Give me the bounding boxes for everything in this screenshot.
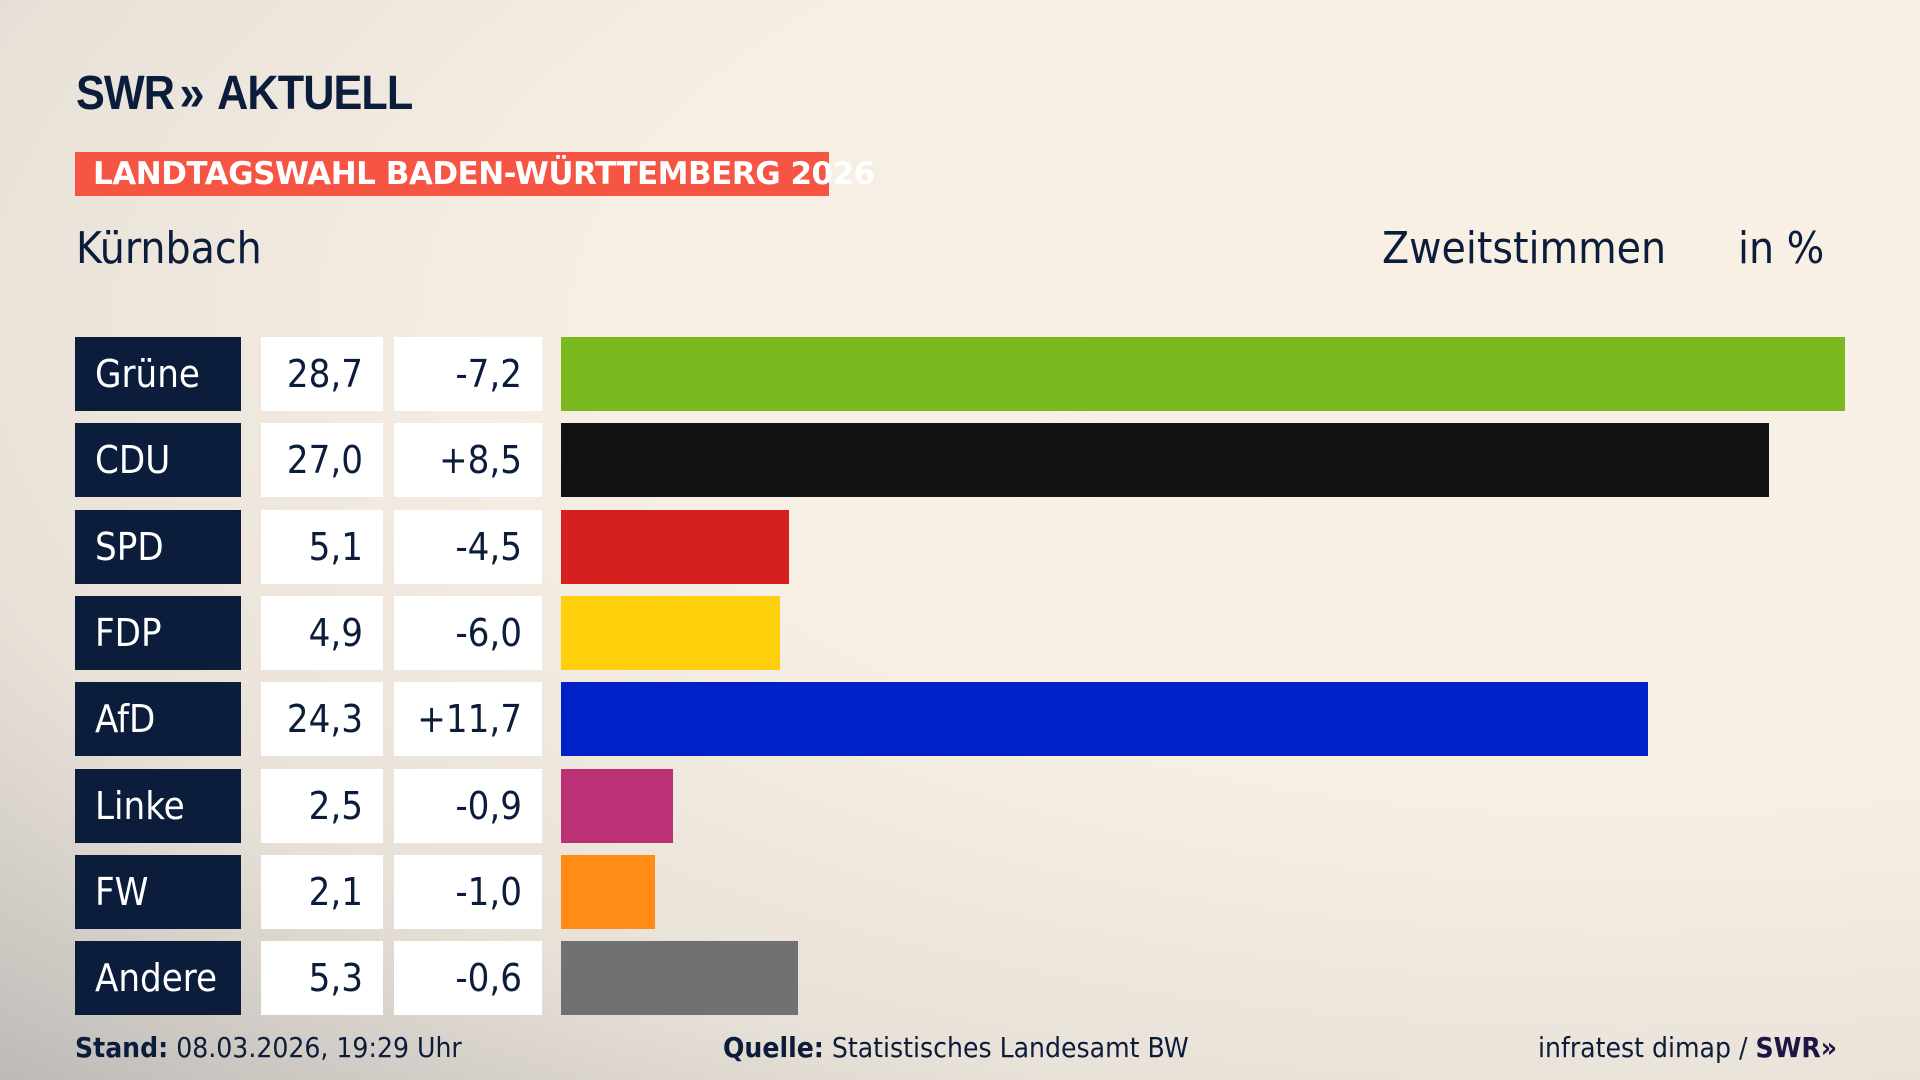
source-label: Quelle: — [723, 1031, 824, 1064]
value-label: 28,7 — [261, 337, 383, 411]
value-label: 4,9 — [261, 595, 383, 670]
party-label: AfD — [75, 682, 241, 757]
bar-spd — [561, 509, 790, 584]
place-title: Kürnbach — [76, 223, 262, 274]
swr-small-logo: SWR» — [1755, 1031, 1838, 1064]
value-label: 24,3 — [261, 682, 383, 757]
diff-label: -6,0 — [394, 595, 542, 670]
vote-type-label: Zweitstimmen — [1382, 223, 1667, 274]
source: Quelle: Statistisches Landesamt BW — [723, 1028, 1189, 1068]
bar-cdu — [561, 423, 1769, 498]
diff-label: -0,9 — [394, 768, 542, 843]
logo-chevron-icon: » — [179, 65, 204, 121]
party-label: Andere — [75, 941, 241, 1016]
bar-andere — [561, 941, 799, 1016]
election-banner: LANDTAGSWAHL BADEN-WÜRTTEMBERG 2026 — [75, 152, 875, 196]
unit-label: in % — [1738, 223, 1825, 274]
credit: infratest dimap / SWR» — [1538, 1028, 1837, 1068]
bar-grüne — [561, 337, 1845, 411]
diff-label: +11,7 — [394, 682, 542, 757]
party-label: CDU — [75, 423, 241, 498]
value-label: 5,3 — [261, 941, 383, 1016]
swr-aktuell-logo: SWR » AKTUELL — [76, 65, 413, 121]
value-label: 5,1 — [261, 509, 383, 584]
value-label: 2,1 — [261, 854, 383, 929]
bar-fw — [561, 854, 655, 929]
logo-swr: SWR — [76, 66, 175, 120]
bar-linke — [561, 768, 673, 843]
party-label: Grüne — [75, 337, 241, 411]
bar-fdp — [561, 595, 781, 670]
party-label: FDP — [75, 595, 241, 670]
value-label: 2,5 — [261, 768, 383, 843]
credit-text: infratest dimap / — [1538, 1031, 1756, 1064]
party-label: SPD — [75, 509, 241, 584]
diff-label: -0,6 — [394, 941, 542, 1016]
timestamp: Stand: 08.03.2026, 19:29 Uhr — [75, 1028, 462, 1068]
bar-afd — [561, 682, 1649, 757]
stand-value: 08.03.2026, 19:29 Uhr — [168, 1031, 462, 1064]
diff-label: -7,2 — [394, 337, 542, 411]
logo-aktuell: AKTUELL — [217, 66, 413, 120]
source-value: Statistisches Landesamt BW — [823, 1031, 1189, 1064]
diff-label: -1,0 — [394, 854, 542, 929]
diff-label: -4,5 — [394, 509, 542, 584]
party-label: Linke — [75, 768, 241, 843]
stand-label: Stand: — [75, 1031, 169, 1064]
diff-label: +8,5 — [394, 423, 542, 498]
party-label: FW — [75, 854, 241, 929]
value-label: 27,0 — [261, 423, 383, 498]
